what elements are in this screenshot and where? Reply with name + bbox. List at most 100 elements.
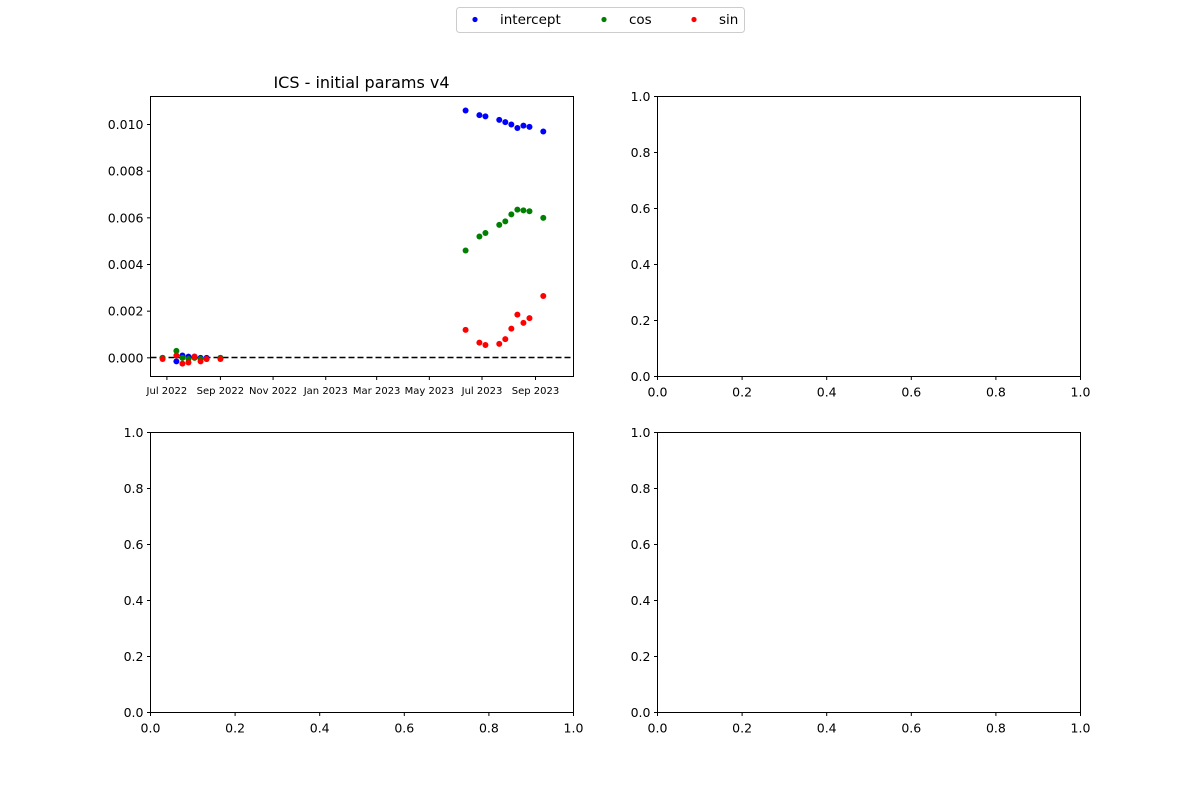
point-intercept [173,358,180,365]
point-cos [520,207,527,214]
x-tick-label: 0.0 [648,721,668,736]
y-tick-label: 0.4 [631,257,651,272]
point-cos [462,247,469,254]
y-tick-label: 0.2 [631,649,651,664]
x-tick-label: 0.6 [901,385,921,400]
point-sin [185,359,192,366]
x-tick-label: 0.8 [986,721,1006,736]
point-cos [508,211,515,218]
axes-frame [657,432,1081,713]
legend-frame [456,7,745,33]
point-sin [191,353,198,360]
legend: intercept cos sin [456,7,745,33]
y-tick-label: 0.004 [108,257,144,272]
point-cos [476,233,483,240]
x-tick-label: 1.0 [564,721,584,736]
subplot-bottom-right-empty: 0.0 0.2 0.4 0.6 0.8 1.0 0.0 0.2 0.4 0.6 0.8 1.0 [631,425,1091,736]
x-tick-label: Nov 2022 [249,386,297,397]
y-axis-ticks: 0.0 0.2 0.4 0.6 0.8 1.0 [631,89,658,384]
x-axis-ticks: Jul 2022 Sep 2022 Nov 2022 Jan 2023 Mar 2023… [146,376,559,397]
y-tick-label: 0.8 [631,145,651,160]
legend-label-cos: cos [629,12,652,28]
y-tick-label: 0.000 [108,350,144,365]
point-sin [203,356,210,362]
x-tick-label: 0.8 [479,721,499,736]
point-cos [173,347,180,354]
point-cos [482,230,489,236]
x-tick-label: 0.4 [310,721,330,736]
point-cos [496,221,503,228]
y-tick-label: 0.6 [631,537,651,552]
point-cos [514,206,521,213]
y-tick-label: 1.0 [631,89,651,104]
point-intercept [508,121,515,128]
point-sin [514,311,521,318]
x-tick-label: 0.4 [817,385,837,400]
axes-frame [657,96,1081,377]
point-sin [520,319,527,326]
legend-marker-sin [691,16,697,23]
y-axis-ticks: 0.000 0.002 0.004 0.006 0.008 0.010 [108,117,151,365]
y-tick-label: 1.0 [631,425,651,440]
point-cos [502,218,509,225]
legend-label-intercept: intercept [500,12,561,28]
y-axis-ticks: 0.0 0.2 0.4 0.6 0.8 1.0 [124,425,151,720]
axes-frame [150,96,574,377]
point-intercept [482,113,489,120]
point-intercept [514,125,521,131]
x-tick-label: 0.2 [732,721,752,736]
x-axis-ticks: 0.0 0.2 0.4 0.6 0.8 1.0 [648,712,1090,736]
y-tick-label: 0.0 [124,705,144,720]
y-tick-label: 0.002 [108,304,144,319]
y-tick-label: 0.010 [108,117,144,132]
y-tick-label: 1.0 [124,425,144,440]
point-sin [502,336,509,343]
y-tick-label: 0.008 [108,164,144,179]
point-intercept [502,119,509,126]
point-sin [540,293,547,299]
point-sin [173,352,180,359]
point-intercept [520,122,527,129]
x-tick-label: Jan 2023 [303,386,348,397]
y-tick-label: 0.2 [124,649,144,664]
legend-marker-cos [601,16,607,23]
x-tick-label: 0.8 [986,385,1006,400]
point-sin [462,326,469,333]
x-tick-label: 1.0 [1071,385,1091,400]
point-sin [508,325,515,332]
y-tick-label: 0.006 [108,210,144,225]
point-intercept [476,112,483,119]
y-axis-ticks: 0.0 0.2 0.4 0.6 0.8 1.0 [631,425,658,720]
point-sin [179,360,186,367]
y-tick-label: 0.8 [631,481,651,496]
subplot-top-right-empty: 0.0 0.2 0.4 0.6 0.8 1.0 0.0 0.2 0.4 0.6 0.8 1.0 [631,89,1091,400]
y-tick-label: 0.6 [631,201,651,216]
subplot-title: ICS - initial params v4 [273,73,449,92]
x-axis-ticks: 0.0 0.2 0.4 0.6 0.8 1.0 [648,376,1091,400]
y-tick-label: 0.4 [124,593,144,608]
point-sin [476,339,483,346]
scatter-points [159,107,547,367]
x-tick-label: 0.2 [732,385,752,400]
y-tick-label: 0.6 [124,537,144,552]
point-intercept [462,107,469,114]
x-tick-label: 0.2 [225,721,245,736]
point-sin [496,340,503,347]
point-cos [540,214,547,221]
legend-label-sin: sin [719,12,738,28]
legend-marker-intercept [472,16,478,23]
x-tick-label: Jul 2022 [146,386,188,397]
axes-frame [150,432,574,713]
point-intercept [526,123,533,130]
subplot-bottom-left-empty: 0.0 0.2 0.4 0.6 0.8 1.0 0.0 0.2 0.4 0.6 0.8 1.0 [124,425,584,736]
x-tick-label: Sep 2023 [512,386,559,397]
point-intercept [540,128,547,135]
y-tick-label: 0.8 [124,481,144,496]
y-tick-label: 0.2 [631,313,651,328]
point-sin [482,342,489,348]
y-tick-label: 0.0 [631,705,651,720]
y-tick-label: 0.0 [631,369,651,384]
x-tick-label: Sep 2022 [197,386,244,397]
point-cos [526,208,533,215]
